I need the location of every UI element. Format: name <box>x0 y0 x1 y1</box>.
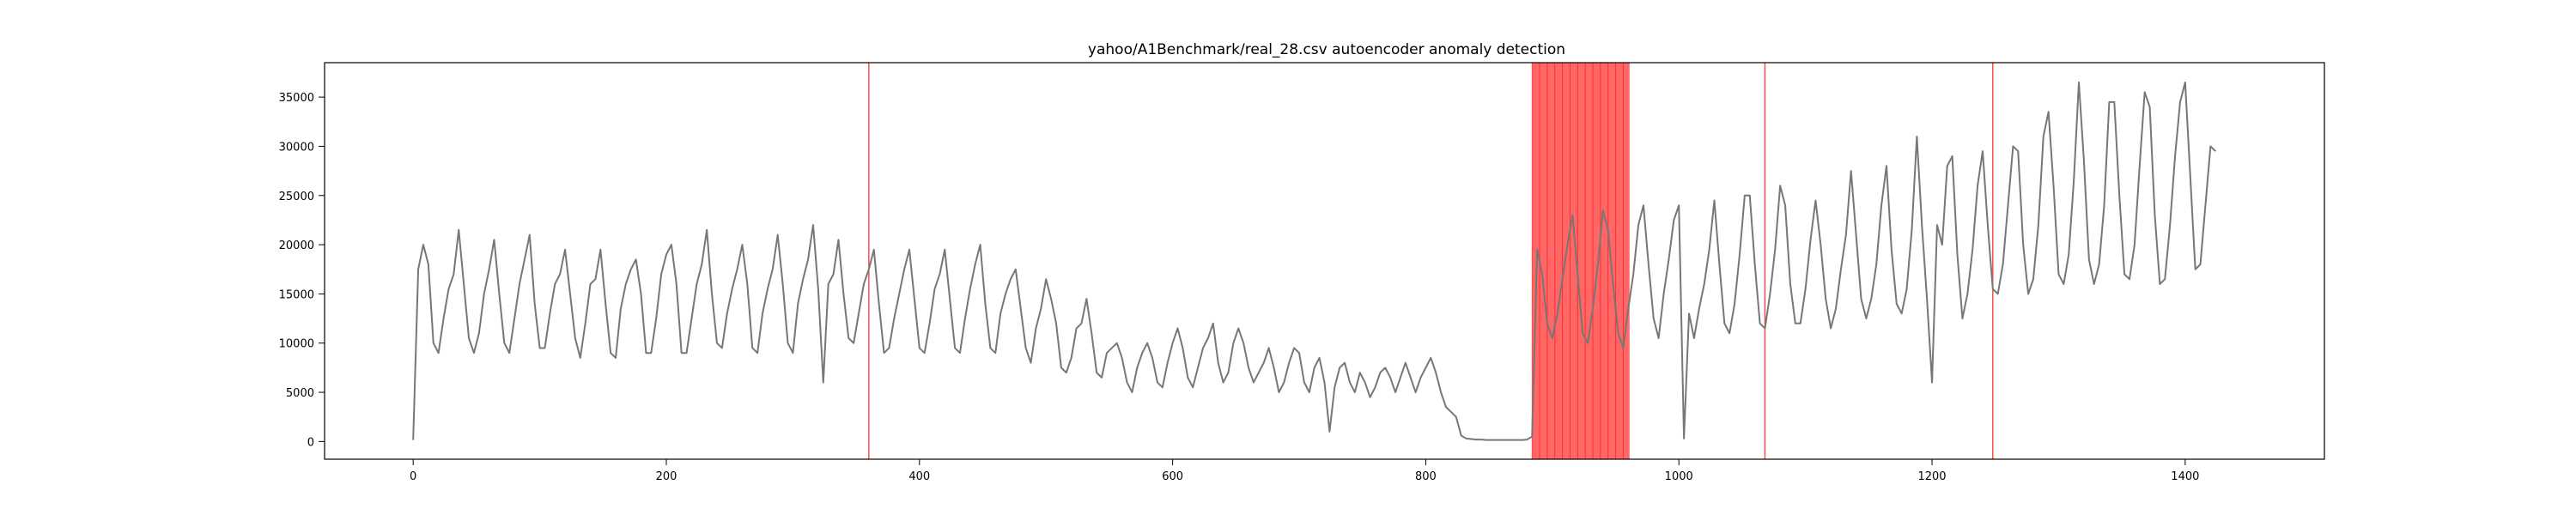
plot-content <box>412 63 2216 459</box>
y-tick-label: 25000 <box>279 191 314 203</box>
x-tick-label: 200 <box>656 470 677 483</box>
plot-frame <box>324 62 2325 460</box>
y-tick-label: 10000 <box>279 338 314 351</box>
y-tick-label: 0 <box>307 436 314 449</box>
x-tick-label: 400 <box>908 470 930 483</box>
x-tick-label: 1400 <box>2171 470 2199 483</box>
series-line <box>412 81 2216 441</box>
y-tick-label: 20000 <box>279 239 314 252</box>
x-tick-label: 800 <box>1415 470 1437 483</box>
y-tick-label: 30000 <box>279 141 314 154</box>
axes: 0 200 400 600 800 1000 1200 1400 0 5000 10000 15000… <box>279 62 2325 483</box>
y-tick-label: 15000 <box>279 288 314 301</box>
y-tick-label: 35000 <box>279 92 314 105</box>
y-tick-label: 5000 <box>286 387 314 400</box>
x-tick-label: 0 <box>410 470 416 483</box>
chart-title: yahoo/A1Benchmark/real_28.csv autoencode… <box>1088 41 1565 58</box>
x-tick-label: 1200 <box>1917 470 1946 483</box>
x-tick-label: 600 <box>1162 470 1183 483</box>
x-tick-label: 1000 <box>1665 470 1693 483</box>
anomaly-span <box>1532 63 1630 459</box>
plot-area <box>412 63 2216 459</box>
